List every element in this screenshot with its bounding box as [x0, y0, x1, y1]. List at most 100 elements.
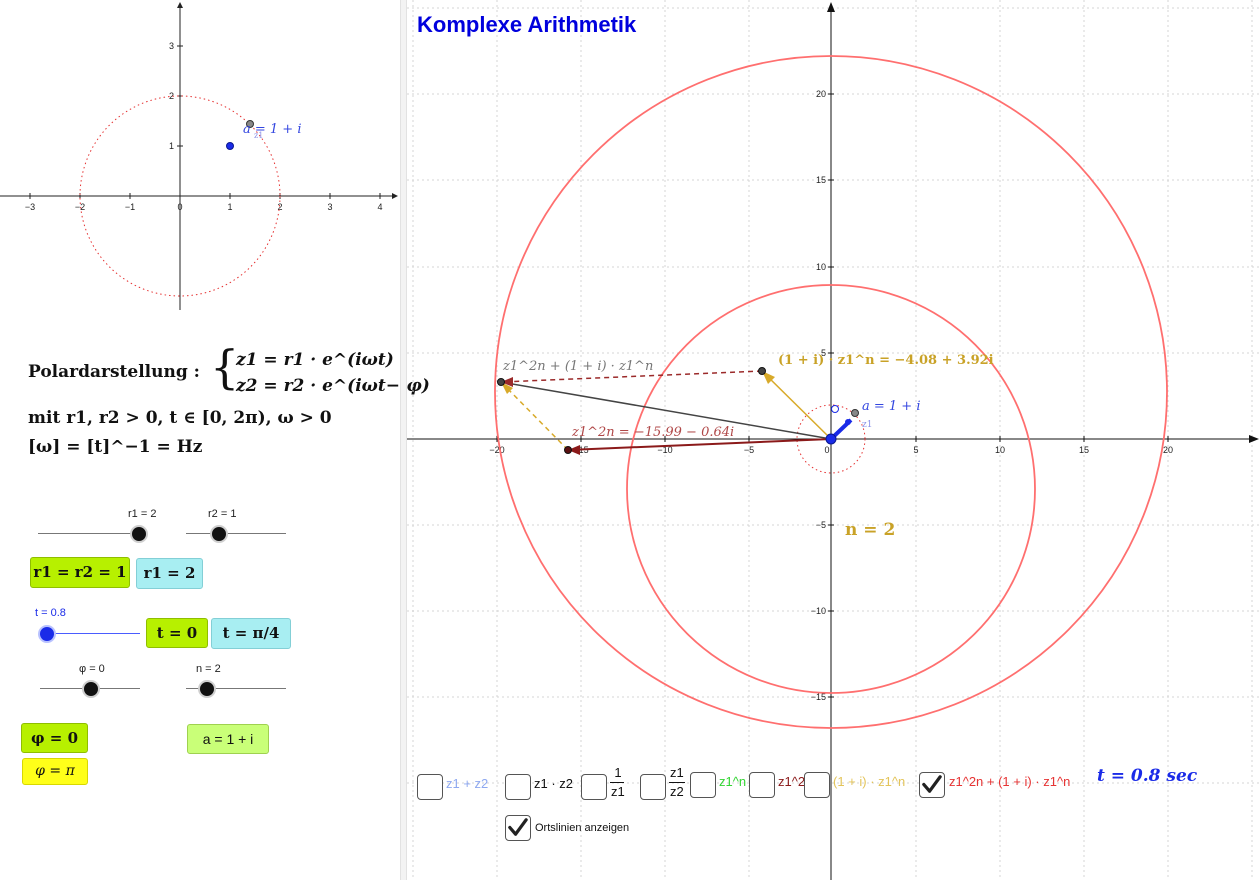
- slider-phi-label: φ = 0: [79, 663, 105, 675]
- tick-x: 0: [824, 445, 829, 455]
- checkbox-1i-z1n-label: (1 + i) · z1^n: [833, 774, 906, 789]
- vector-shifted-2n-arrow: [501, 377, 513, 387]
- slider-r2-label: r2 = 1: [208, 508, 237, 520]
- locus-curve-outer: [494, 55, 1168, 729]
- r1-two-button[interactable]: r1 = 2: [136, 558, 203, 589]
- mini-tick-x: −3: [25, 202, 35, 212]
- slider-t-track[interactable]: [40, 633, 140, 634]
- tick-x: −5: [744, 445, 754, 455]
- checkbox-quotient-num: z1: [670, 765, 684, 780]
- mini-x-arrow: [392, 193, 398, 199]
- vector-z1-2n: [567, 438, 832, 451]
- vector-1i-z1n: [761, 370, 832, 440]
- checkbox-inverse-den: z1: [611, 784, 625, 799]
- checkbox-quotient-den: z2: [670, 784, 684, 799]
- point-i[interactable]: [831, 405, 839, 413]
- phi-pi-button[interactable]: φ = π: [22, 758, 88, 785]
- slider-n-track[interactable]: [186, 688, 286, 689]
- tick-y: −10: [811, 606, 826, 616]
- mini-graph[interactable]: −3 −2 −1 0 1 2 3 4 1 2 3 a = 1 + i z1: [0, 0, 400, 310]
- mini-tick-y: 1: [169, 141, 174, 151]
- tick-y: 15: [816, 175, 826, 185]
- slider-r1-label: r1 = 2: [128, 508, 157, 520]
- checkbox-ortslinien[interactable]: [505, 815, 531, 841]
- mini-tick-x: 4: [377, 202, 382, 212]
- z2-equation: z2 = r2 · e^(iωt−iφ): [236, 376, 430, 396]
- phi-zero-button[interactable]: φ = 0: [21, 723, 88, 753]
- origin-point[interactable]: [825, 433, 837, 445]
- r-equal-button[interactable]: r1 = r2 = 1: [30, 557, 130, 588]
- vector-z1-2n-arrow: [568, 445, 580, 455]
- checkbox-1i-z1n[interactable]: [804, 772, 830, 798]
- page-title: Komplexe Arithmetik: [417, 12, 637, 37]
- n-display: n = 2: [845, 520, 895, 540]
- checkbox-sum[interactable]: [417, 774, 443, 800]
- label-sum: z1^2n + (1 + i) · z1^n: [502, 359, 653, 374]
- slider-phi-knob[interactable]: [82, 680, 100, 698]
- tick-x: 10: [995, 445, 1005, 455]
- checkbox-combo[interactable]: [919, 772, 945, 798]
- tick-x: 15: [1079, 445, 1089, 455]
- tick-x: −20: [489, 445, 504, 455]
- checkbox-inverse[interactable]: [581, 774, 607, 800]
- tick-y: 20: [816, 89, 826, 99]
- slider-r2-knob[interactable]: [210, 525, 228, 543]
- checkbox-ortslinien-label: Ortslinien anzeigen: [535, 822, 630, 834]
- tick-y: 10: [816, 262, 826, 272]
- t-pi4-button[interactable]: t = π/4: [211, 618, 291, 649]
- slider-r1-track[interactable]: [38, 533, 142, 534]
- mini-tick-x: 0: [177, 202, 182, 212]
- checkbox-z1n[interactable]: [690, 772, 716, 798]
- checkbox-product[interactable]: [505, 774, 531, 800]
- units-line: [ω] = [t]^−1 = Hz: [28, 437, 203, 457]
- mini-tick-x: −2: [75, 202, 85, 212]
- tick-x: −10: [657, 445, 672, 455]
- mini-point-z1[interactable]: [246, 120, 254, 128]
- z1-equation: z1 = r1 · e^(iωt): [236, 350, 394, 370]
- point-1i-z1n[interactable]: [758, 367, 766, 375]
- tick-x: 20: [1163, 445, 1173, 455]
- graphics-view[interactable]: −20 −15 −10 −5 0 5 10 15 20 20 15 10 5 −…: [407, 0, 1260, 880]
- x-axis-arrow: [1249, 435, 1259, 443]
- checkbox-z12n[interactable]: [749, 772, 775, 798]
- checkmark-icon: [922, 775, 942, 793]
- checkbox-inverse-bar: [610, 782, 624, 783]
- mini-point-a[interactable]: [226, 142, 234, 150]
- point-a[interactable]: [845, 419, 851, 425]
- slider-r2-track[interactable]: [186, 533, 286, 534]
- t-zero-button[interactable]: t = 0: [146, 618, 208, 648]
- mini-tick-x: 2: [277, 202, 282, 212]
- mini-tick-x: −1: [125, 202, 135, 212]
- a-value-button[interactable]: a = 1 + i: [187, 724, 269, 754]
- point-z1-2n[interactable]: [564, 446, 572, 454]
- checkbox-sum-label: z1 + z2: [446, 776, 489, 791]
- mini-tick-x: 3: [327, 202, 332, 212]
- locus-curve-inner: [626, 284, 1036, 694]
- vector-shifted-1i-arrow: [501, 382, 513, 394]
- label-z1: z1: [862, 420, 872, 430]
- panel-divider[interactable]: [400, 0, 407, 880]
- vector-sum: [500, 381, 832, 440]
- vector-1i-z1n-arrow: [762, 371, 775, 384]
- slider-t-knob[interactable]: [38, 625, 56, 643]
- mini-tick-y: 3: [169, 41, 174, 51]
- conditions-line: mit r1, r2 > 0, t ∈ [0, 2π), ω > 0: [28, 408, 332, 428]
- mini-point-a-label: a = 1 + i: [243, 122, 302, 137]
- tick-y: −5: [816, 520, 826, 530]
- slider-n-label: n = 2: [196, 663, 221, 675]
- locus-circle-z1: [796, 404, 866, 474]
- tick-y: −15: [811, 692, 826, 702]
- point-z1[interactable]: [851, 409, 859, 417]
- vector-shifted-2n: [500, 370, 763, 383]
- label-1i-z1n: (1 + i) · z1^n = −4.08 + 3.92i: [778, 353, 994, 368]
- slider-r1-knob[interactable]: [130, 525, 148, 543]
- checkbox-quotient[interactable]: [640, 774, 666, 800]
- checkbox-z12n-label: z1^2n: [778, 774, 813, 789]
- label-z1-2n: z1^2n = −15.99 − 0.64i: [571, 425, 734, 440]
- brace: {: [210, 340, 240, 394]
- checkmark-icon: [508, 818, 528, 836]
- slider-n-knob[interactable]: [198, 680, 216, 698]
- mini-locus-circle: [79, 95, 281, 297]
- checkbox-inverse-num: 1: [614, 765, 622, 780]
- point-sum[interactable]: [497, 378, 505, 386]
